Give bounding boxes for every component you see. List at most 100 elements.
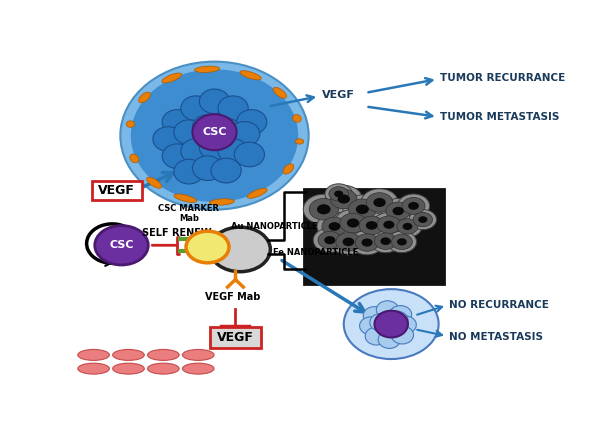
Ellipse shape [344,289,439,359]
Ellipse shape [139,92,151,103]
Ellipse shape [309,198,338,220]
Ellipse shape [363,307,386,324]
Ellipse shape [402,198,425,214]
Ellipse shape [193,156,223,181]
Text: CSC: CSC [202,127,227,137]
Ellipse shape [283,164,294,174]
Ellipse shape [199,89,230,114]
Ellipse shape [334,190,343,197]
Ellipse shape [194,66,220,73]
Ellipse shape [148,363,179,374]
Ellipse shape [186,231,229,263]
Ellipse shape [389,306,412,324]
Ellipse shape [126,121,134,127]
Ellipse shape [361,239,373,247]
Text: TUMOR RECURRANCE: TUMOR RECURRANCE [440,73,565,83]
Ellipse shape [391,326,413,344]
Ellipse shape [374,233,397,249]
Ellipse shape [162,109,193,134]
Ellipse shape [394,316,416,334]
Ellipse shape [361,189,398,216]
Ellipse shape [273,87,287,98]
Text: TUMOR METASTASIS: TUMOR METASTASIS [440,113,559,122]
Ellipse shape [182,349,214,360]
Ellipse shape [343,195,382,224]
Text: SELF RENEW: SELF RENEW [142,228,212,238]
Ellipse shape [338,194,350,203]
Text: VEGF: VEGF [217,331,254,344]
Ellipse shape [153,127,183,151]
Ellipse shape [340,213,367,233]
Ellipse shape [329,187,349,201]
Ellipse shape [174,194,197,202]
Ellipse shape [210,227,271,272]
Ellipse shape [381,198,415,223]
FancyBboxPatch shape [211,327,260,348]
Ellipse shape [113,363,144,374]
Text: VEGF Mab: VEGF Mab [205,291,261,302]
FancyBboxPatch shape [304,190,444,284]
Ellipse shape [408,202,419,210]
Ellipse shape [174,120,204,145]
Ellipse shape [391,234,412,250]
Ellipse shape [78,363,109,374]
Ellipse shape [372,213,406,237]
Ellipse shape [317,214,352,239]
Text: Fe NANOPARTICLE: Fe NANOPARTICLE [272,247,358,257]
Ellipse shape [247,188,267,198]
Ellipse shape [359,317,382,335]
Ellipse shape [234,142,265,167]
Ellipse shape [377,216,401,234]
Ellipse shape [347,218,359,227]
Ellipse shape [387,231,416,253]
Ellipse shape [211,118,241,143]
Ellipse shape [397,219,418,234]
Ellipse shape [193,114,236,150]
Ellipse shape [356,205,369,214]
Ellipse shape [386,311,408,329]
Ellipse shape [370,313,392,331]
Ellipse shape [373,198,386,207]
Ellipse shape [413,212,433,227]
Text: CSC MARKER
Mab: CSC MARKER Mab [158,204,220,223]
Ellipse shape [230,121,260,146]
Ellipse shape [350,231,383,255]
Text: CSC: CSC [109,240,134,250]
Ellipse shape [193,115,223,139]
Text: Au NANOPARTICLE: Au NANOPARTICLE [231,222,317,231]
Ellipse shape [393,216,422,237]
Ellipse shape [95,226,148,265]
Ellipse shape [343,238,354,246]
Ellipse shape [367,193,393,212]
Text: VEGF: VEGF [322,90,355,100]
Ellipse shape [349,199,376,219]
Ellipse shape [366,221,377,230]
Ellipse shape [211,158,241,183]
Ellipse shape [199,135,230,160]
Ellipse shape [130,154,139,163]
Ellipse shape [318,231,341,249]
Ellipse shape [317,204,331,214]
Ellipse shape [354,212,389,239]
Ellipse shape [146,177,161,188]
Ellipse shape [383,221,394,229]
FancyBboxPatch shape [92,181,142,200]
Text: VEGF: VEGF [98,184,135,197]
Ellipse shape [397,194,430,218]
Ellipse shape [131,69,298,202]
Ellipse shape [293,114,301,122]
Text: NO RECURRANCE: NO RECURRANCE [449,300,549,310]
Ellipse shape [218,139,248,163]
Ellipse shape [162,144,193,169]
Ellipse shape [409,210,436,230]
Ellipse shape [386,202,410,220]
Ellipse shape [236,109,267,134]
Ellipse shape [370,230,401,253]
Ellipse shape [418,216,427,223]
Ellipse shape [355,234,379,251]
Ellipse shape [397,238,407,246]
Ellipse shape [336,233,361,251]
Ellipse shape [148,349,179,360]
Ellipse shape [325,184,352,204]
Ellipse shape [78,349,109,360]
